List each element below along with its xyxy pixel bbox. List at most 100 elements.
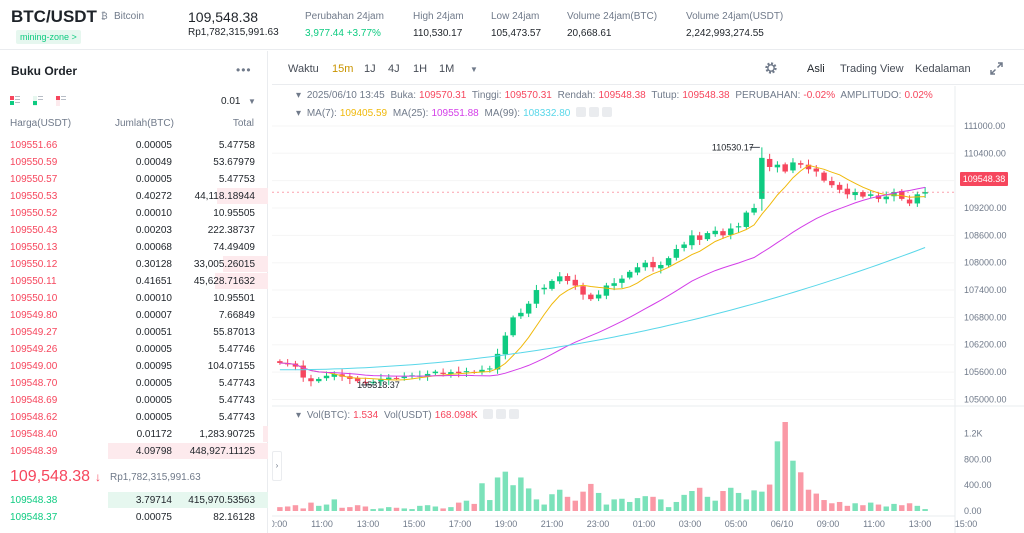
last-trade-price[interactable]: 109,548.38 ↓ Rp1,782,315,991.63 xyxy=(0,466,268,492)
last-price-idr: Rp1,782,315,991.63 xyxy=(110,472,201,483)
volume-bar xyxy=(502,471,509,511)
close-indicator-icon[interactable] xyxy=(602,107,613,117)
candle-body xyxy=(852,192,858,196)
ask-amount: 0.00005 xyxy=(135,140,172,151)
ask-row[interactable]: 109549.00 0.00095 104.07155 xyxy=(0,358,268,375)
price-tick-label: 110400.00 xyxy=(964,148,1006,158)
fullscreen-icon[interactable] xyxy=(990,62,1003,75)
order-book-title: Buku Order xyxy=(11,64,78,78)
chart-canvas[interactable]: 105000.00 105600.00 106200.00 106800.00 1074… xyxy=(272,86,1024,533)
price-chart[interactable]: 105000.00 105600.00 106200.00 106800.00 1074… xyxy=(272,86,1024,533)
ask-row[interactable]: 109548.39 4.09798 448,927.11125 xyxy=(0,443,268,460)
last-price-large: 109,548.38 xyxy=(10,468,91,485)
legend-caret-icon[interactable]: ▾ xyxy=(296,108,302,119)
ask-row[interactable]: 109548.70 0.00005 5.47743 xyxy=(0,375,268,392)
view-original[interactable]: Asli xyxy=(807,63,825,75)
low-label: Rendah: xyxy=(557,90,596,101)
volume-tick-label: 800.00 xyxy=(964,454,992,464)
ask-row[interactable]: 109550.57 0.00005 5.47753 xyxy=(0,171,268,188)
volume-bar xyxy=(588,483,594,511)
interval-1m[interactable]: 1M xyxy=(439,63,455,75)
high-label: Tinggi: xyxy=(471,90,502,101)
ask-row[interactable]: 109548.40 0.01172 1,283.90725 xyxy=(0,426,268,443)
ask-row[interactable]: 109550.53 0.40272 44,118.18944 xyxy=(0,188,268,205)
volume-bar xyxy=(463,500,470,511)
order-book-header: Harga(USDT) Jumlah(BTC) Total xyxy=(0,118,268,132)
view-depth[interactable]: Kedalaman xyxy=(915,63,971,75)
ask-row[interactable]: 109550.43 0.00203 222.38737 xyxy=(0,222,268,239)
ma7-line xyxy=(279,164,926,381)
volume-bar xyxy=(790,460,796,511)
volume-bar xyxy=(479,483,485,511)
volume-bar xyxy=(316,505,322,511)
time-tick-label: 06/10 xyxy=(771,519,794,529)
more-icon[interactable]: ••• xyxy=(236,63,252,77)
ask-row[interactable]: 109550.13 0.00068 74.49409 xyxy=(0,239,268,256)
ask-price: 109548.39 xyxy=(10,446,58,457)
ask-row[interactable]: 109548.62 0.00005 5.47743 xyxy=(0,409,268,426)
interval-4j[interactable]: 4J xyxy=(388,63,400,75)
ask-row[interactable]: 109550.10 0.00010 10.95501 xyxy=(0,290,268,307)
candle-body xyxy=(316,378,322,382)
ask-row[interactable]: 109549.27 0.00051 55.87013 xyxy=(0,324,268,341)
volume-bar xyxy=(875,504,882,511)
ask-row[interactable]: 109549.26 0.00005 5.47746 xyxy=(0,341,268,358)
bid-price: 109548.38 xyxy=(10,495,58,506)
legend-caret-icon[interactable]: ▾ xyxy=(296,90,302,101)
ask-row[interactable]: 109549.80 0.00007 7.66849 xyxy=(0,307,268,324)
ask-price: 109550.10 xyxy=(10,293,58,304)
interval-1j[interactable]: 1J xyxy=(364,63,376,75)
legend-caret-icon[interactable]: ▾ xyxy=(296,410,302,421)
volume-bar xyxy=(331,499,338,511)
bids-only-view-icon[interactable] xyxy=(33,96,43,106)
coin-name[interactable]: Bitcoin xyxy=(114,11,145,22)
tick-size-select[interactable]: 0.01 xyxy=(221,96,241,107)
ask-row[interactable]: 109550.59 0.00049 53.67979 xyxy=(0,154,268,171)
volume-bar xyxy=(836,501,843,511)
price-tick-label: 105000.00 xyxy=(964,394,1007,404)
ask-amount: 0.41651 xyxy=(135,276,172,287)
mining-zone-tag[interactable]: mining-zone > xyxy=(16,30,81,44)
interval-more-icon[interactable]: ▼ xyxy=(470,65,478,74)
hide-indicator-icon[interactable] xyxy=(483,409,494,419)
stat-change-24h: Perubahan 24jam 3,977.44 +3.77% xyxy=(305,11,384,39)
ask-total: 7.66849 xyxy=(218,310,255,321)
view-trading-view[interactable]: Trading View xyxy=(840,63,904,75)
chevron-right-icon[interactable]: › xyxy=(272,451,282,481)
candle-body xyxy=(300,365,306,378)
price-tick-label: 108600.00 xyxy=(964,230,1007,240)
settings-indicator-icon[interactable] xyxy=(589,107,600,117)
bid-row[interactable]: 109548.38 3.79714 415,970.53563 xyxy=(0,492,268,509)
stat-value: 2,242,993,274.55 xyxy=(686,28,764,39)
both-sides-view-icon[interactable] xyxy=(10,96,20,106)
candle-body xyxy=(580,286,586,295)
volume-bar xyxy=(471,503,477,511)
volume-bar xyxy=(564,496,571,511)
bid-row[interactable]: 109548.37 0.00075 82.16128 xyxy=(0,509,268,526)
ask-row[interactable]: 109551.66 0.00005 5.47758 xyxy=(0,137,268,154)
ask-row[interactable]: 109550.52 0.00010 10.95505 xyxy=(0,205,268,222)
chevron-down-icon[interactable]: ▼ xyxy=(248,97,256,106)
interval-15m[interactable]: 15m xyxy=(332,63,354,75)
ask-row[interactable]: 109548.69 0.00005 5.47743 xyxy=(0,392,268,409)
high-annotation: 110530.17 xyxy=(712,142,754,152)
close-label: Tutup: xyxy=(651,90,680,101)
ask-total: 45,628.71632 xyxy=(193,276,255,287)
ask-price: 109549.80 xyxy=(10,310,58,321)
candle-body xyxy=(626,271,633,278)
hide-indicator-icon[interactable] xyxy=(576,107,587,117)
asks-only-view-icon[interactable] xyxy=(56,96,66,106)
ask-row[interactable]: 109550.12 0.30128 33,005.26015 xyxy=(0,256,268,273)
ask-row[interactable]: 109550.11 0.41651 45,628.71632 xyxy=(0,273,268,290)
change-value: -0.02% xyxy=(803,90,836,101)
candle-body xyxy=(743,212,750,227)
pair-symbol[interactable]: BTC/USDT xyxy=(11,7,97,26)
ask-amount: 0.00095 xyxy=(135,361,172,372)
gear-icon[interactable] xyxy=(764,61,778,75)
candle-body xyxy=(603,285,610,296)
candle-body xyxy=(393,377,400,379)
interval-1h[interactable]: 1H xyxy=(413,63,428,75)
settings-indicator-icon[interactable] xyxy=(496,409,507,419)
ask-price: 109548.69 xyxy=(10,395,58,406)
close-indicator-icon[interactable] xyxy=(509,409,520,419)
